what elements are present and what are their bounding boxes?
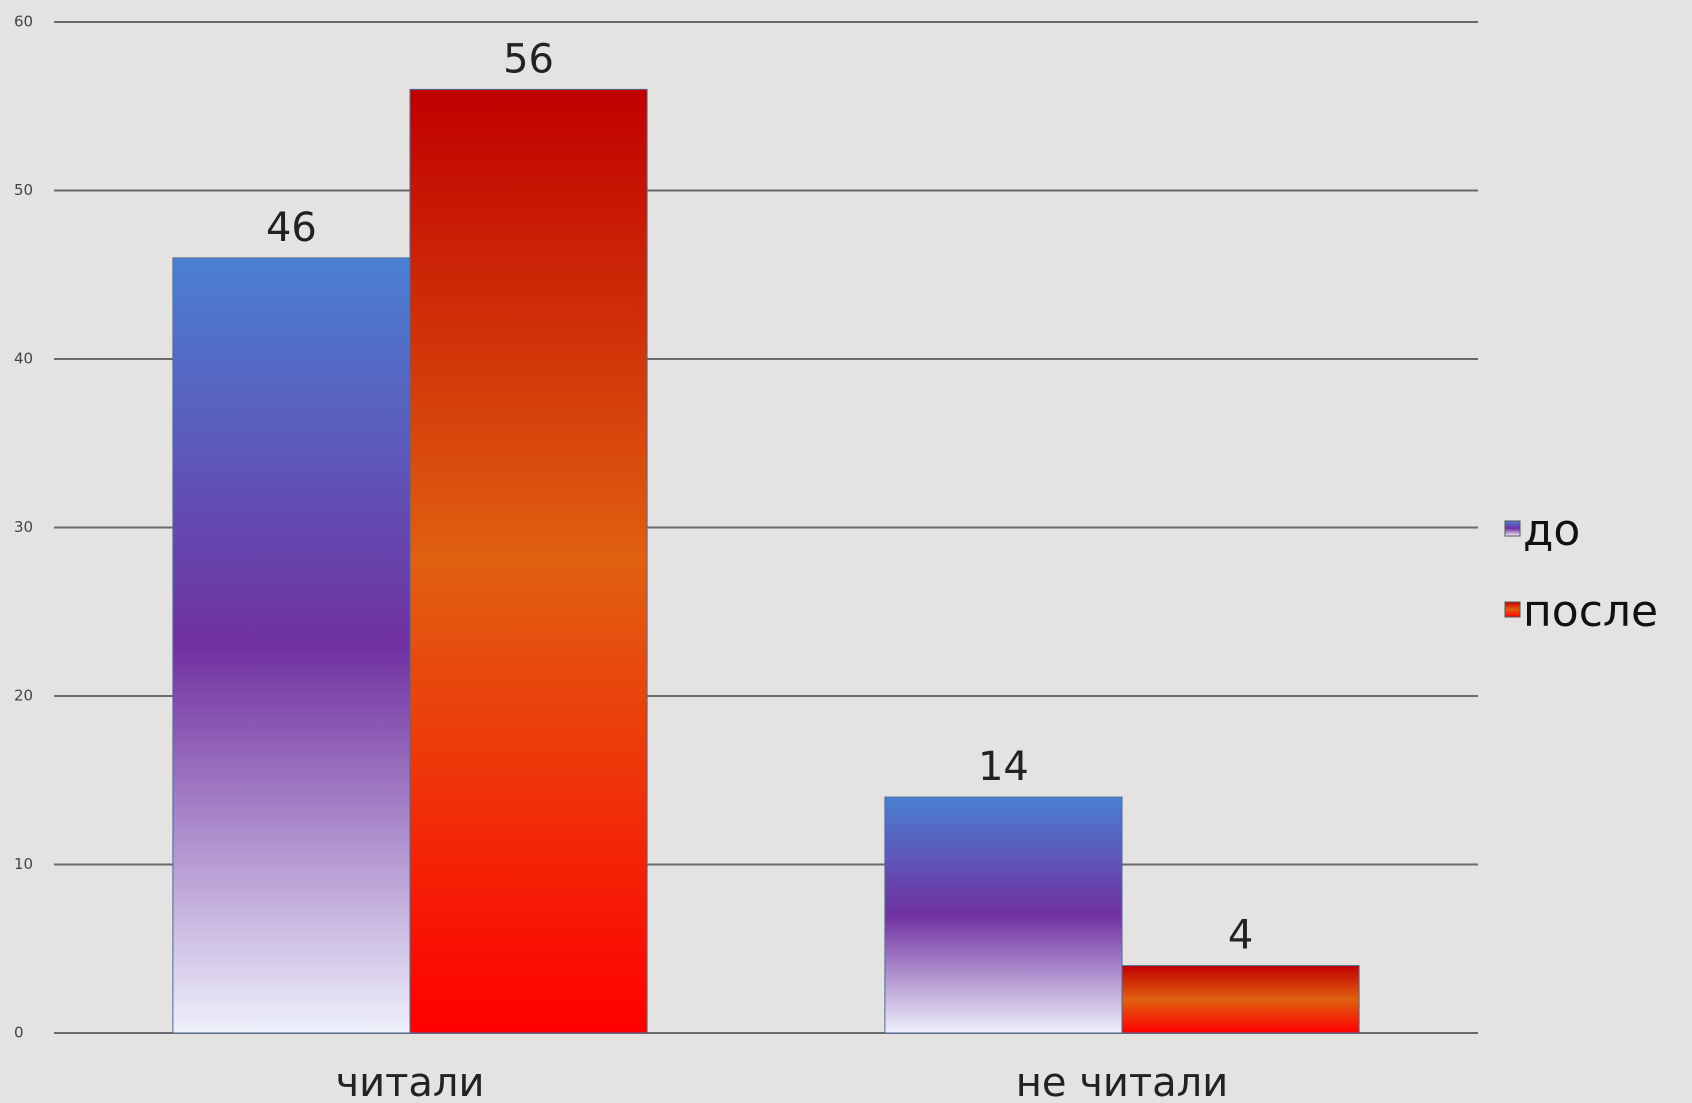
y-tick-label: 50 [14, 181, 33, 199]
bar [1121, 965, 1360, 1034]
x-tick-label: не читали [1016, 1060, 1228, 1103]
data-label: 46 [266, 205, 317, 251]
bar [172, 257, 411, 1034]
bar [409, 88, 648, 1034]
y-tick-label: 60 [14, 13, 33, 31]
y-tick-label: 30 [14, 518, 33, 536]
data-label: 4 [1228, 913, 1253, 959]
y-tick-label: 0 [14, 1024, 24, 1042]
y-tick-label: 20 [14, 687, 33, 705]
y-tick-label: 40 [14, 350, 33, 368]
legend-label: после [1523, 586, 1658, 637]
data-label: 14 [978, 744, 1029, 790]
legend-swatch [1504, 601, 1521, 618]
data-label: 56 [503, 36, 554, 82]
x-tick-label: читали [335, 1060, 484, 1103]
legend-label: до [1523, 505, 1580, 556]
y-tick-label: 10 [14, 855, 33, 873]
legend-swatch [1504, 520, 1521, 537]
bar [884, 796, 1123, 1034]
